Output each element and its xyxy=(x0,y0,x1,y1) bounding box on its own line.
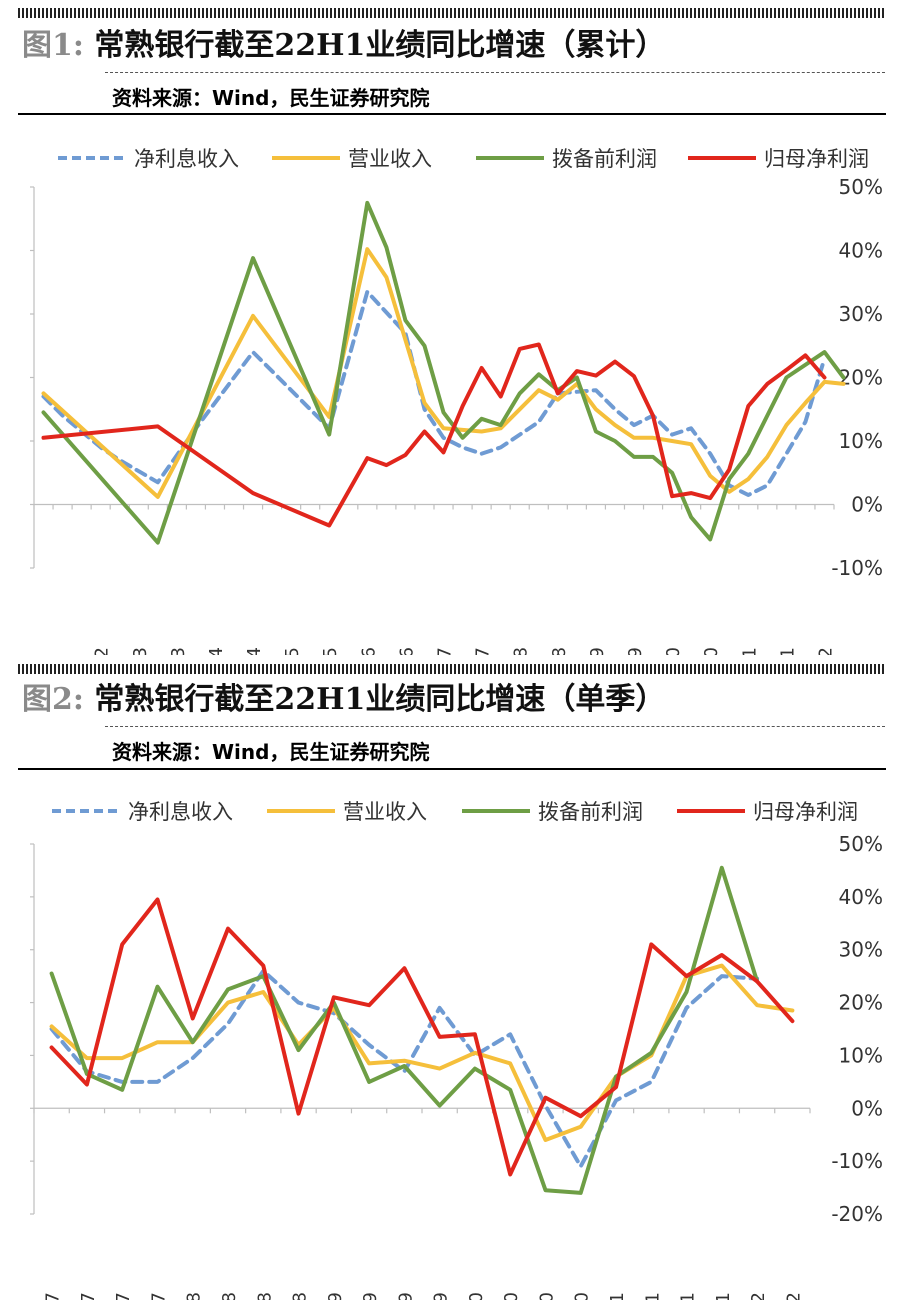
x-tick-label: 2016 xyxy=(396,647,417,655)
y-tick-label: 50% xyxy=(839,832,883,856)
x-tick-label: 1H13 xyxy=(130,647,151,655)
legend-label-1: 净利息收入 xyxy=(134,147,239,171)
x-tick-label: 1H17 xyxy=(78,1292,99,1300)
y-tick-label: -10% xyxy=(831,556,883,580)
x-tick-label: 1Q22 xyxy=(748,1292,769,1300)
x-tick-label: 2012 xyxy=(92,647,113,655)
y-tick-label: 10% xyxy=(839,1043,883,1067)
y-tick-label: 20% xyxy=(839,991,883,1015)
x-tick-label: 3Q20 xyxy=(536,1292,557,1300)
figure-2-source: 资料来源：Wind，民生证券研究院 xyxy=(112,740,430,764)
x-tick-label: 2017 xyxy=(473,647,494,655)
dashed-rule-2 xyxy=(105,726,885,727)
solid-rule-2 xyxy=(18,768,886,770)
figure-1-number: 图1: xyxy=(22,28,84,63)
dotted-rule-top-1 xyxy=(18,8,886,18)
x-tick-label: 1H18 xyxy=(511,647,532,655)
x-tick-label: 2021 xyxy=(713,1292,734,1300)
x-tick-label: 2020 xyxy=(572,1292,593,1300)
series-line-1 xyxy=(49,968,760,1169)
solid-rule-1 xyxy=(18,113,886,115)
y-tick-label: -10% xyxy=(831,1149,883,1173)
x-tick-label: 2019 xyxy=(625,647,646,655)
x-tick-label: 2013 xyxy=(168,647,189,655)
x-tick-label: 1Q17 xyxy=(43,1292,64,1300)
x-tick-label: 1H15 xyxy=(282,647,303,655)
x-tick-label: 3Q17 xyxy=(113,1292,134,1300)
y-tick-label: 0% xyxy=(851,1096,883,1120)
legend-label-2: 营业收入 xyxy=(348,147,432,171)
series-line-3 xyxy=(49,865,760,1195)
y-tick-label: 0% xyxy=(851,493,883,517)
x-tick-label: 2019 xyxy=(431,1292,452,1300)
figure-2-heading: 图2: 常熟银行截至22H1业绩同比增速（单季） xyxy=(22,682,665,718)
cumulative-growth-chart: 净利息收入 营业收入 拨备前利润 归母净利润 -10% 0% 10% 20% 30% 40% 50%… xyxy=(30,147,883,655)
x-tick-label: 2020 xyxy=(701,647,722,655)
y-tick-label: 30% xyxy=(839,938,883,962)
x-tick-label: 2014 xyxy=(244,647,265,655)
figure-2-number: 图2: xyxy=(22,682,84,717)
y-tick-label: 20% xyxy=(839,366,883,390)
x-tick-label: 1H19 xyxy=(360,1292,381,1300)
x-tick-label: 1H22 xyxy=(783,1292,804,1300)
x-tick-label: 3Q18 xyxy=(254,1292,275,1300)
quarterly-growth-chart: 净利息收入 营业收入 拨备前利润 归母净利润 -20% -10% 0% 10% 20% 30% 40… xyxy=(30,800,883,1300)
x-tick-label: 1H16 xyxy=(358,647,379,655)
legend-label-3: 拨备前利润 xyxy=(552,147,657,171)
x-tick-label: 1H20 xyxy=(663,647,684,655)
dotted-rule-top-2 xyxy=(18,664,886,674)
x-tick-label: 1H14 xyxy=(206,647,227,655)
x-tick-label: 2017 xyxy=(148,1292,169,1300)
x-tick-label: 2018 xyxy=(290,1292,311,1300)
series-line-4 xyxy=(49,897,795,1177)
x-tick-label: 2015 xyxy=(320,647,341,655)
y-tick-label: 40% xyxy=(839,885,883,909)
x-tick-label: 3Q21 xyxy=(678,1292,699,1300)
x-tick-label: 1Q21 xyxy=(607,1292,628,1300)
legend-label-4: 归母净利润 xyxy=(753,800,858,824)
x-tick-label: 1Q19 xyxy=(325,1292,346,1300)
x-tick-label: 2018 xyxy=(549,647,570,655)
y-tick-label: 40% xyxy=(839,239,883,263)
x-tick-label: 3Q19 xyxy=(395,1292,416,1300)
figure-1-heading: 图1: 常熟银行截至22H1业绩同比增速（累计） xyxy=(22,28,665,64)
x-tick-label: 2021 xyxy=(777,647,798,655)
x-tick-label: 1H18 xyxy=(219,1292,240,1300)
legend-label-2: 营业收入 xyxy=(343,800,427,824)
series-line-1 xyxy=(41,289,827,497)
series-line-4 xyxy=(41,342,827,528)
y-tick-label: -20% xyxy=(831,1202,883,1226)
figure-1-title: 常熟银行截至22H1业绩同比增速（累计） xyxy=(94,28,666,63)
x-tick-label: 1H19 xyxy=(587,647,608,655)
x-tick-label: 1H21 xyxy=(642,1292,663,1300)
figure-1-source: 资料来源：Wind，民生证券研究院 xyxy=(112,86,430,110)
series-line-2 xyxy=(41,247,846,499)
y-tick-label: 30% xyxy=(839,302,883,326)
x-tick-label: 1H21 xyxy=(739,647,760,655)
x-tick-label: 1H22 xyxy=(815,647,836,655)
x-tick-label: 1Q18 xyxy=(184,1292,205,1300)
figure-2-title: 常熟银行截至22H1业绩同比增速（单季） xyxy=(94,682,666,717)
series-line-2 xyxy=(49,963,795,1142)
legend-label-4: 归母净利润 xyxy=(764,147,869,171)
y-tick-label: 50% xyxy=(839,175,883,199)
x-tick-label: 1Q20 xyxy=(466,1292,487,1300)
x-tick-label: 1H17 xyxy=(435,647,456,655)
legend-label-3: 拨备前利润 xyxy=(538,800,643,824)
dashed-rule-1 xyxy=(105,72,885,73)
legend-label-1: 净利息收入 xyxy=(128,800,233,824)
series-line-3 xyxy=(41,200,846,545)
y-tick-label: 10% xyxy=(839,429,883,453)
x-tick-label: 1H20 xyxy=(501,1292,522,1300)
